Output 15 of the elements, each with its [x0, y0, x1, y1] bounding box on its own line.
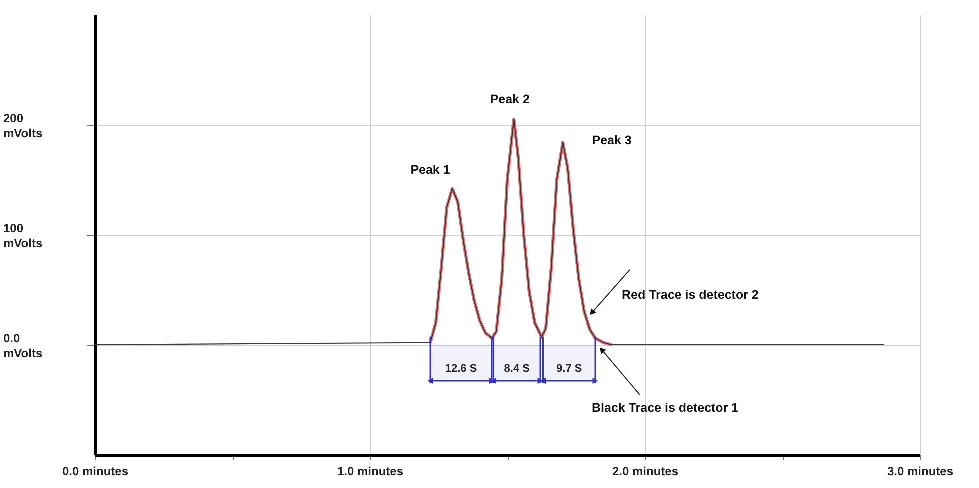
band-label: 12.6 S: [445, 363, 478, 375]
x-tick-label: 1.0 minutes: [337, 464, 404, 478]
band-label: 8.4 S: [504, 363, 530, 375]
annotation: Black Trace is detector 1: [592, 401, 739, 415]
x-tick-label: 2.0 minutes: [612, 464, 679, 478]
annotation: Red Trace is detector 2: [622, 288, 759, 302]
annotation: Peak 2: [490, 92, 530, 106]
annotation: Peak 3: [592, 134, 632, 148]
y-tick-label: 100 mVolts: [4, 222, 43, 250]
y-tick-label: 0.0 mVolts: [4, 332, 43, 360]
y-tick-label: 200 mVolts: [4, 112, 43, 140]
x-tick-label: 0.0 minutes: [62, 464, 129, 478]
x-tick-label: 3.0 minutes: [887, 464, 954, 478]
band-label: 9.7 S: [556, 363, 582, 375]
annotation: Peak 1: [410, 162, 450, 177]
